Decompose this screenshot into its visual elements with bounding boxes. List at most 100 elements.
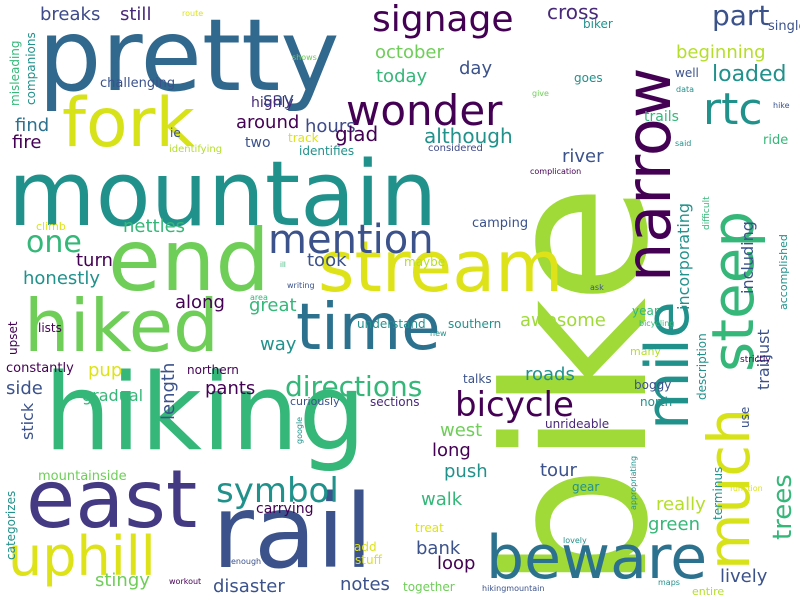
word-single: single	[768, 19, 800, 34]
word-find: find	[15, 115, 50, 136]
word-function: function	[730, 484, 763, 493]
word-today: today	[376, 66, 428, 87]
word-southern: southern	[448, 317, 502, 331]
word-awesome: awesome	[520, 310, 606, 331]
word-description: description	[695, 333, 709, 400]
word-glad: glad	[335, 122, 379, 146]
word-stingy: stingy	[95, 570, 150, 591]
word-notes: notes	[340, 574, 390, 595]
word-symbol: symbol	[216, 471, 339, 511]
word-rtc: rtc	[703, 84, 763, 135]
word-two: two	[245, 135, 271, 151]
word-still: still	[120, 4, 152, 25]
word-around: around	[236, 112, 300, 133]
word-west: west	[440, 420, 483, 441]
word-walk: walk	[421, 489, 463, 510]
word-climb: climb	[36, 220, 66, 233]
word-unrideable: unrideable	[545, 417, 610, 431]
word-end: end	[108, 211, 271, 311]
word-sections: sections	[370, 395, 420, 409]
word-ie: ie	[170, 126, 181, 140]
word-push: push	[444, 461, 488, 482]
word-northern: northern	[187, 363, 239, 377]
word-companions: companions	[24, 32, 38, 105]
word-misleading: misleading	[8, 40, 22, 106]
word-hike: hike	[773, 101, 790, 110]
word-way: way	[260, 334, 297, 355]
word-said: said	[675, 139, 692, 148]
word-bicycle: bicycle	[455, 385, 574, 425]
word-nettles: nettles	[123, 216, 186, 237]
word-many: many	[630, 345, 661, 358]
word-rail: rail	[212, 473, 374, 592]
word-maybe: maybe	[404, 255, 446, 269]
word-challenging: challenging	[100, 76, 176, 91]
word-goes: goes	[574, 71, 603, 85]
word-categorizes: categorizes	[4, 490, 18, 560]
word-length: length	[158, 362, 179, 420]
word-along: along	[175, 292, 225, 313]
word-beginning: beginning	[676, 42, 766, 63]
word-upset: upset	[6, 321, 20, 355]
word-turn: turn	[76, 250, 113, 271]
word-year: year	[632, 304, 659, 318]
word-bicycling: bicycling	[639, 319, 675, 328]
word-terminus: terminus	[711, 466, 725, 520]
word-wonder: wonder	[346, 86, 503, 135]
word-fork: fork	[62, 84, 195, 163]
word-enough: enough	[231, 557, 262, 566]
word-accomplished: accomplished	[777, 234, 790, 310]
word-although: although	[424, 124, 513, 148]
word-google: google	[295, 416, 304, 444]
word-side: side	[6, 378, 43, 399]
word-appropriating: appropriating	[629, 455, 638, 510]
word-tour: tour	[540, 460, 577, 481]
word-track: track	[288, 131, 319, 145]
word-mountainside: mountainside	[38, 469, 127, 484]
word-complication: complication	[530, 167, 582, 176]
word-day: day	[459, 58, 493, 79]
word-area: area	[250, 293, 268, 302]
word-ride: ride	[763, 133, 789, 148]
word-great: great	[249, 295, 297, 316]
word-directions: directions	[285, 370, 423, 403]
word-maps: maps	[658, 578, 680, 587]
word-really: really	[656, 494, 706, 515]
word-carrying: carrying	[256, 501, 314, 517]
word-took: took	[307, 250, 347, 271]
word-signage: signage	[372, 0, 514, 40]
word-part: part	[712, 0, 770, 32]
word-identifying: identifying	[169, 144, 223, 155]
word-add: add	[354, 540, 377, 554]
word-gradual: gradual	[82, 386, 144, 405]
word-including: including	[738, 221, 757, 294]
word-beware: beware	[486, 523, 708, 593]
word-talks: talks	[463, 372, 492, 386]
word-time: time	[296, 291, 441, 365]
word-october: october	[375, 42, 444, 63]
word-one: one	[26, 225, 82, 260]
word-stuff: stuff	[355, 553, 382, 567]
word-lovely: lovely	[563, 536, 587, 545]
word-stick: stick	[18, 402, 37, 440]
word-considered: considered	[428, 143, 483, 154]
word-disaster: disaster	[213, 576, 285, 597]
word-long: long	[432, 440, 471, 461]
word-mention: mention	[268, 217, 434, 263]
word-understand: understand	[357, 317, 426, 331]
word-treat: treat	[415, 521, 444, 535]
word-constantly: constantly	[6, 361, 74, 376]
word-hiking: hiking	[44, 351, 366, 474]
word-roads: roads	[525, 364, 575, 385]
word-camping: camping	[472, 216, 529, 231]
word-narrow: narrow	[612, 67, 685, 282]
word-lists: lists	[38, 321, 62, 335]
word-biker: biker	[583, 17, 613, 31]
word-hikingmountain: hikingmountain	[482, 584, 545, 593]
word-give: give	[532, 89, 549, 98]
word-pants: pants	[205, 378, 256, 399]
word-pup: pup	[88, 360, 123, 381]
word-green: green	[648, 514, 700, 535]
word-trees: trees	[768, 474, 798, 540]
word-hiked: hiked	[24, 284, 219, 368]
